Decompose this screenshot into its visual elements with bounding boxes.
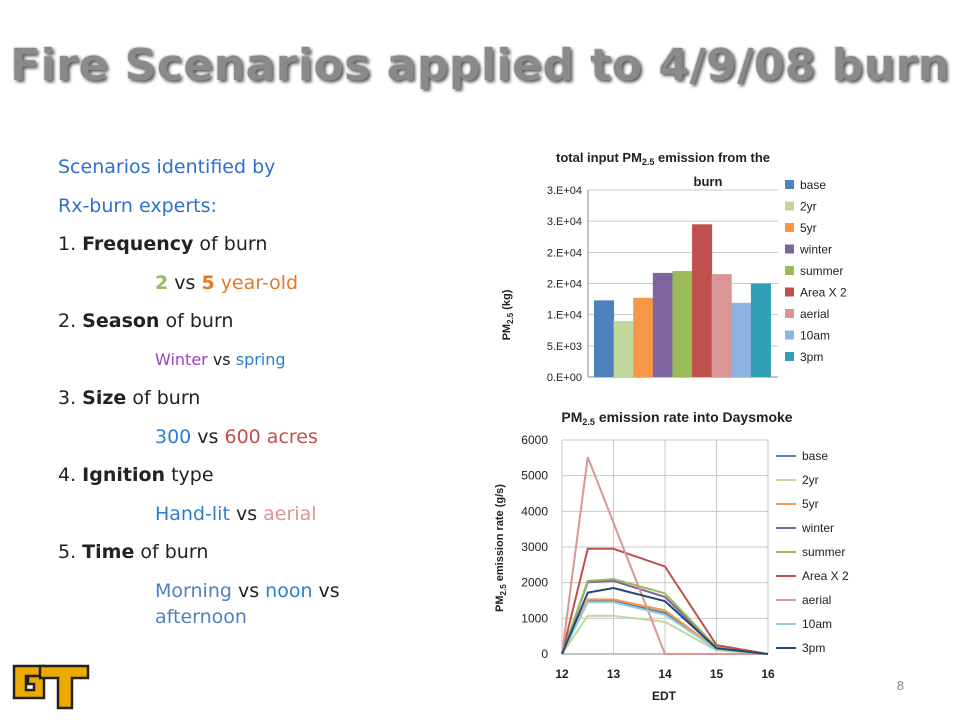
line-legend-label: 3pm — [802, 641, 825, 655]
line-legend-label: aerial — [802, 593, 831, 607]
line-legend-label: winter — [801, 521, 834, 535]
bar-legend-swatch — [785, 244, 794, 254]
bar-ytick-label: 5.E+03 — [547, 341, 582, 353]
bar-legend-label: winter — [799, 243, 832, 257]
bar-legend-swatch — [785, 330, 794, 340]
bar-legend-label: aerial — [800, 307, 829, 321]
bar-legend-swatch — [785, 201, 794, 211]
bar-ytick-label: 3.E+04 — [547, 216, 582, 228]
line-legend-label: 5yr — [802, 497, 819, 511]
bar-legend-swatch — [785, 266, 794, 275]
line-chart-title: PM2.5 emission rate into Daysmoke — [561, 409, 792, 427]
bar-legend-swatch — [785, 352, 794, 361]
bar-chart-total-emission: total input PM2.5 emission from the burn… — [501, 150, 847, 384]
line-xtick-label: 13 — [607, 667, 621, 681]
bar-ytick-label: 3.E+04 — [547, 185, 582, 197]
bar-3pm — [750, 283, 771, 377]
bar-2yr — [613, 320, 634, 377]
bar-legend-label: base — [800, 178, 826, 192]
item-ignition-detail: Hand-lit vs aerial — [155, 502, 317, 525]
bar-aerial — [711, 274, 732, 377]
series-line-area-x-2 — [561, 547, 769, 655]
item-ignition: 4. Ignition type — [58, 464, 214, 486]
slide-title: Fire Scenarios applied to 4/9/08 burn — [10, 40, 950, 91]
line-legend-label: Area X 2 — [802, 569, 849, 583]
bar-legend-label: 5yr — [800, 221, 817, 235]
bar-legend-swatch — [785, 309, 794, 318]
item-frequency-detail: 2 vs 5 year-old — [155, 271, 299, 294]
item-time: 5. Time of burn — [58, 541, 209, 563]
line-ytick-label: 1000 — [521, 611, 548, 625]
line-xtick-label: 14 — [658, 667, 672, 681]
line-xtick-label: 16 — [761, 667, 775, 681]
item-size-detail: 300 vs 600 acres — [155, 425, 318, 448]
line-ytick-label: 5000 — [521, 469, 548, 483]
georgia-tech-logo — [12, 664, 90, 710]
bar-legend-label: 3pm — [800, 350, 823, 364]
bar-winter — [652, 272, 673, 377]
line-ytick-label: 6000 — [521, 433, 548, 447]
bar-legend-label: 2yr — [800, 200, 817, 214]
item-season-detail: Winter vs spring — [155, 349, 286, 369]
intro-line-2: Rx-burn experts: — [58, 194, 217, 217]
line-legend-label: summer — [802, 545, 845, 559]
line-xtick-label: 15 — [710, 667, 724, 681]
bar-chart-title-line2: burn — [694, 174, 723, 189]
bar-legend-swatch — [785, 180, 794, 189]
item-time-detail: Morning vs noon vs afternoon — [155, 579, 340, 628]
bar-legend-swatch — [785, 287, 794, 297]
line-chart-xlabel: EDT — [652, 689, 677, 703]
bar-base — [594, 300, 615, 377]
bar-legend-label: summer — [800, 264, 843, 278]
item-frequency: 1. Frequency of burn — [58, 233, 268, 255]
line-ytick-label: 2000 — [521, 576, 548, 590]
line-legend-label: 10am — [802, 617, 832, 631]
line-chart-emission-rate: PM2.5 emission rate into Daysmoke PM2.5 … — [494, 409, 849, 703]
line-ytick-label: 3000 — [521, 540, 548, 554]
bar-ytick-label: 0.E+00 — [547, 372, 582, 384]
bar-area-x-2 — [692, 224, 713, 377]
item-size: 3. Size of burn — [58, 387, 201, 409]
series-line-2yr — [561, 614, 769, 655]
bar-chart-ylabel: PM2.5 (kg) — [501, 289, 515, 340]
bar-summer — [672, 271, 693, 377]
intro-line-1: Scenarios identified by — [58, 156, 276, 178]
line-xtick-label: 12 — [555, 667, 569, 681]
line-ytick-label: 0 — [541, 647, 548, 661]
page-number: 8 — [896, 678, 904, 693]
line-legend-label: base — [802, 449, 828, 463]
bar-ytick-label: 1.E+04 — [547, 310, 582, 322]
line-chart-ylabel: PM2.5 emission rate (g/s) — [494, 484, 508, 612]
line-ytick-label: 4000 — [521, 504, 548, 518]
line-legend-label: 2yr — [802, 473, 819, 487]
bar-10am — [731, 302, 752, 377]
bar-legend-label: 10am — [800, 329, 830, 343]
bar-chart-title-line1: total input PM2.5 emission from the — [556, 150, 770, 167]
bar-legend-swatch — [785, 223, 794, 232]
bar-legend-label: Area X 2 — [800, 286, 847, 300]
bullet-list: Scenarios identified by Rx-burn experts:… — [58, 148, 458, 630]
series-line-3pm — [561, 586, 769, 655]
bar-ytick-label: 2.E+04 — [547, 279, 582, 291]
item-season: 2. Season of burn — [58, 310, 234, 332]
bar-ytick-label: 2.E+04 — [547, 247, 582, 259]
bar-5yr — [633, 297, 654, 377]
series-line-aerial — [561, 456, 768, 655]
